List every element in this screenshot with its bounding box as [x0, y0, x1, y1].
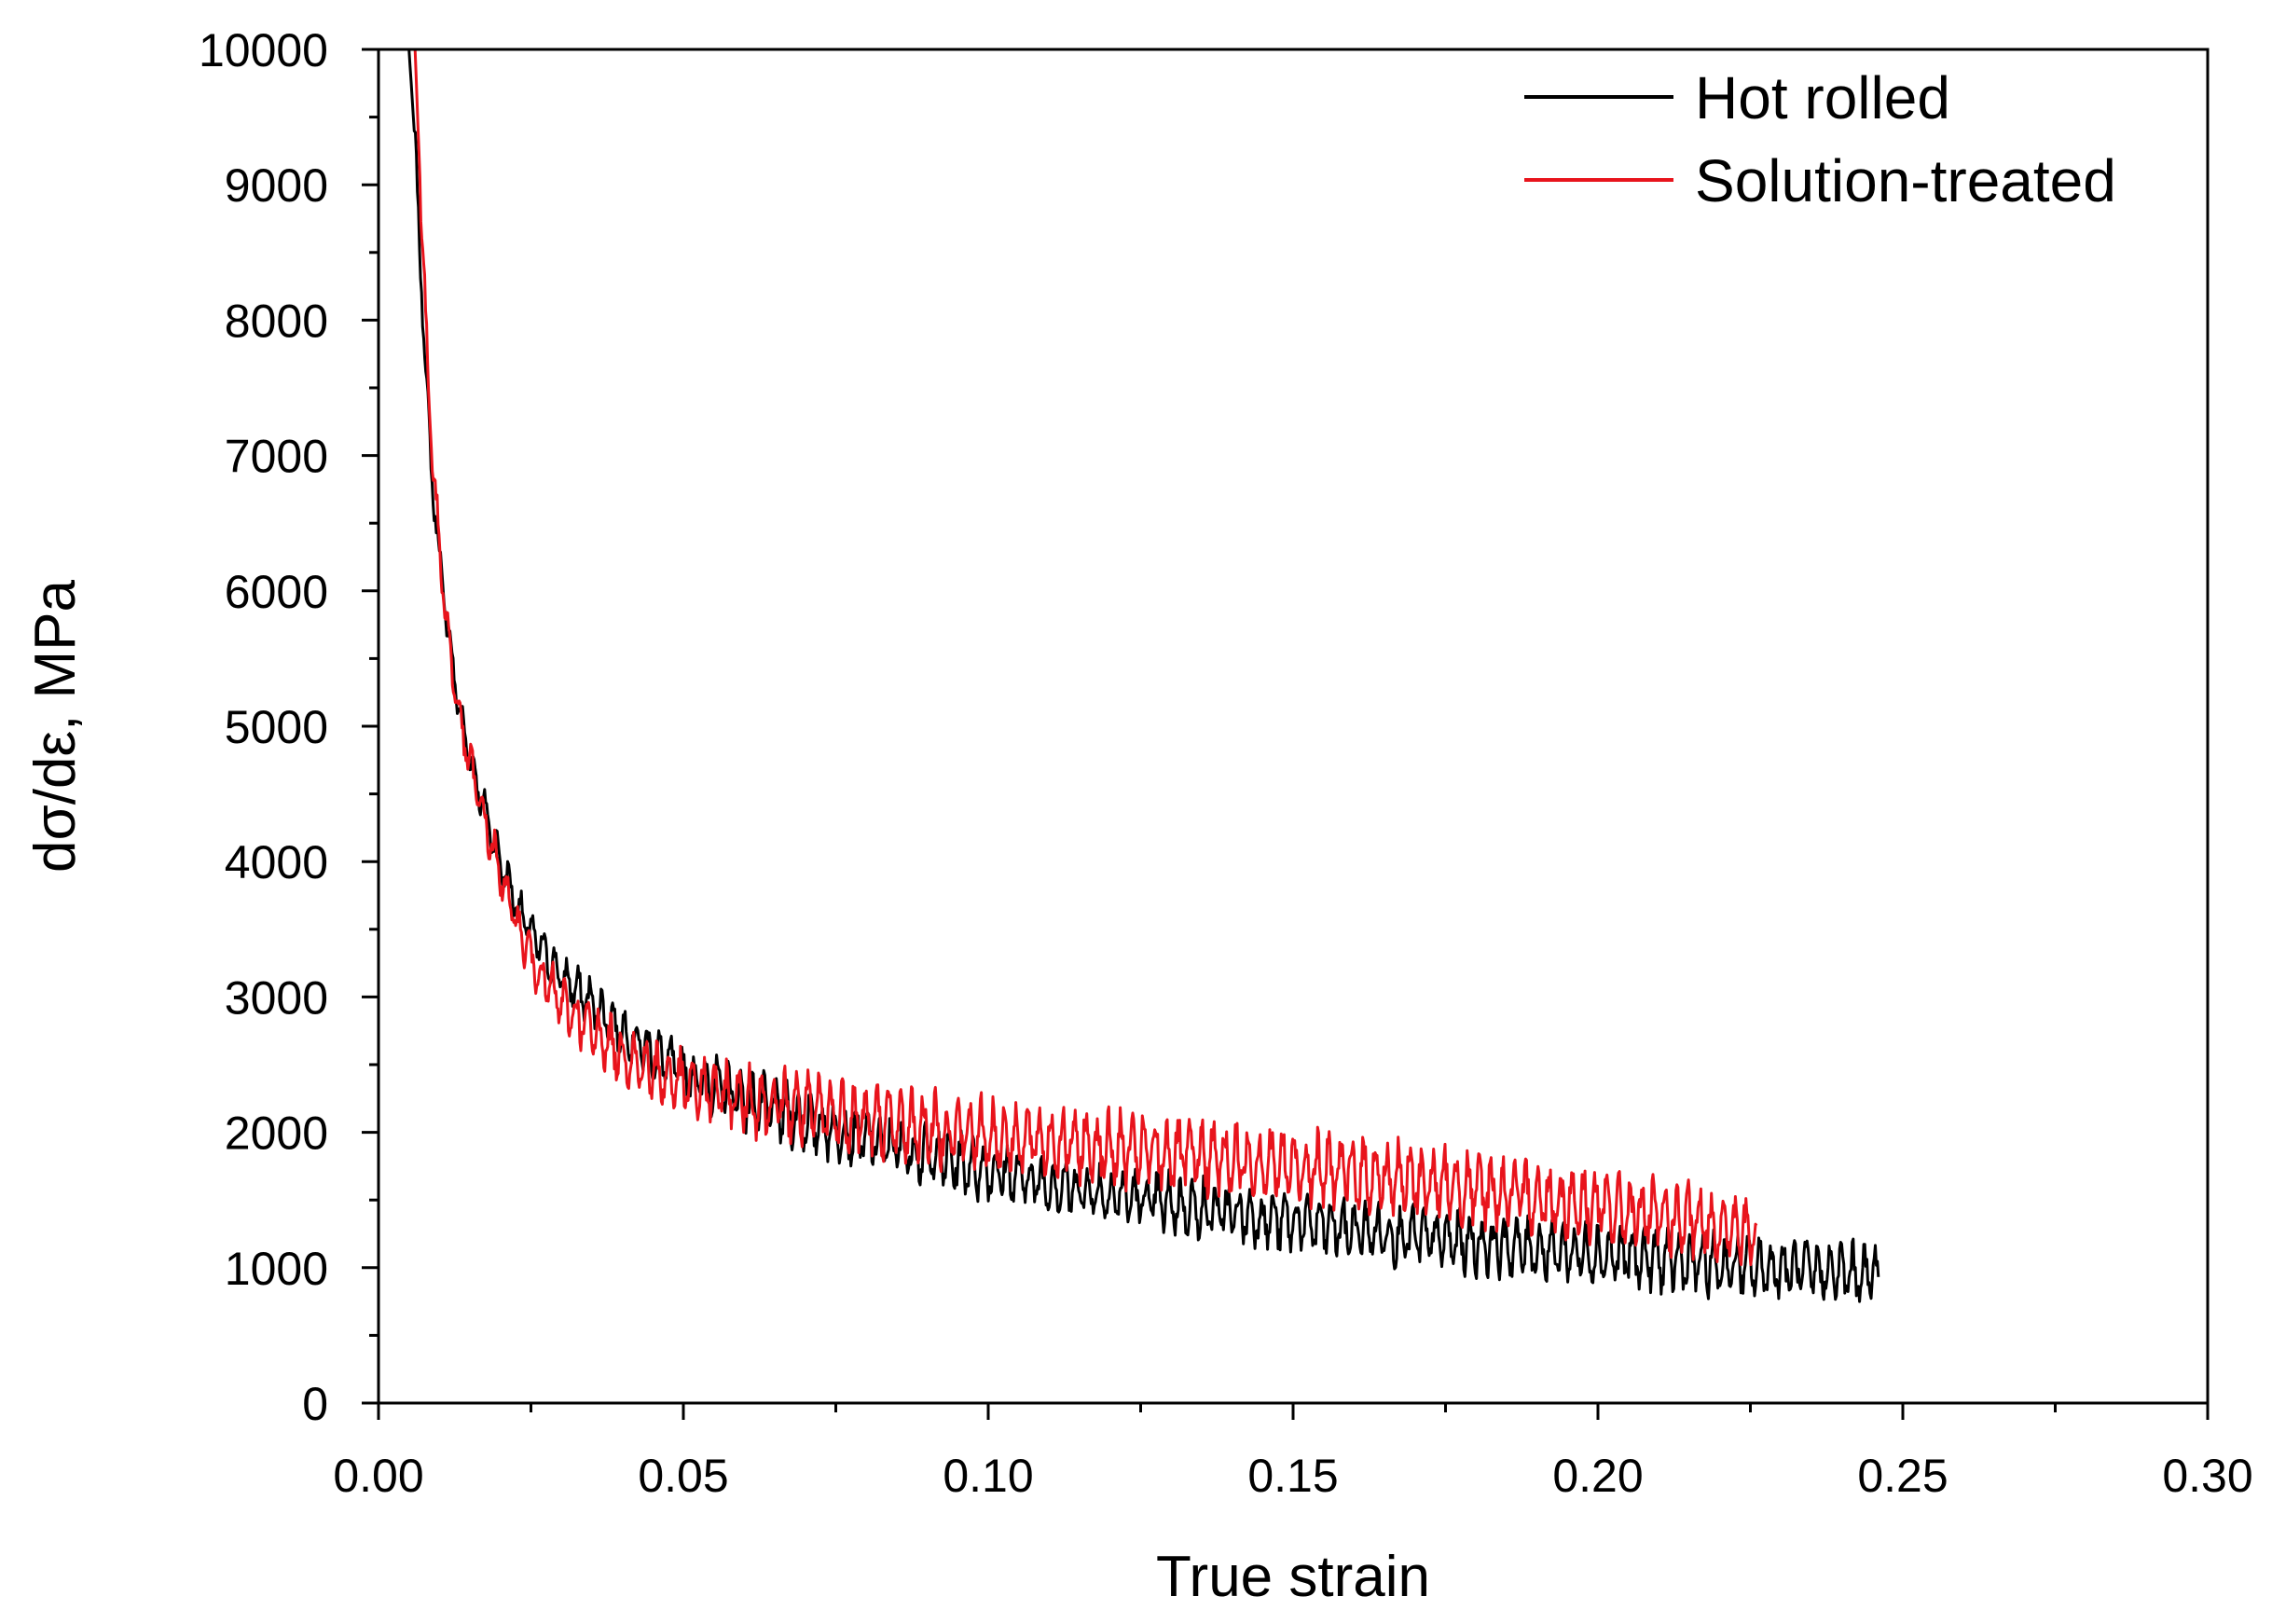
y-tick-label: 0 [302, 1378, 328, 1430]
y-tick-label: 5000 [225, 701, 328, 753]
series-layer [407, 49, 1880, 1303]
x-tick-label: 0.15 [1247, 1450, 1338, 1502]
x-tick-label: 0.30 [2162, 1450, 2252, 1502]
y-axis: 0 1000 2000 3000 4000 5000 6000 7000 8000 9000 100… [199, 24, 379, 1430]
legend-label-solution-treated: Solution-treated [1695, 147, 2116, 214]
y-tick-label: 6000 [225, 566, 328, 618]
x-tick-label: 0.05 [638, 1450, 728, 1502]
series-line-hot-rolled [407, 49, 1880, 1303]
y-tick-label: 7000 [225, 431, 328, 483]
y-axis-title: dσ/dε, MPa [23, 579, 88, 873]
y-tick-label: 3000 [225, 971, 328, 1024]
y-tick-label: 8000 [225, 295, 328, 347]
y-tick-label: 9000 [225, 159, 328, 212]
x-tick-label: 0.00 [333, 1450, 423, 1502]
y-tick-label: 1000 [225, 1243, 328, 1295]
plot-frame [377, 48, 2210, 1405]
legend-label-hot-rolled: Hot rolled [1695, 64, 1950, 131]
x-axis: 0.00 0.05 0.10 0.15 0.20 0.25 0.30 [333, 1403, 2253, 1502]
series-line-solution-treated [413, 49, 1758, 1267]
x-tick-label: 0.20 [1552, 1450, 1643, 1502]
y-tick-label: 10000 [199, 24, 328, 76]
x-tick-label: 0.10 [943, 1450, 1033, 1502]
y-tick-label: 2000 [225, 1108, 328, 1160]
x-tick-label: 0.25 [1857, 1450, 1948, 1502]
x-axis-title: True strain [1156, 1545, 1430, 1609]
y-tick-label: 4000 [225, 836, 328, 888]
legend: Hot rolled Solution-treated [1524, 64, 2116, 214]
